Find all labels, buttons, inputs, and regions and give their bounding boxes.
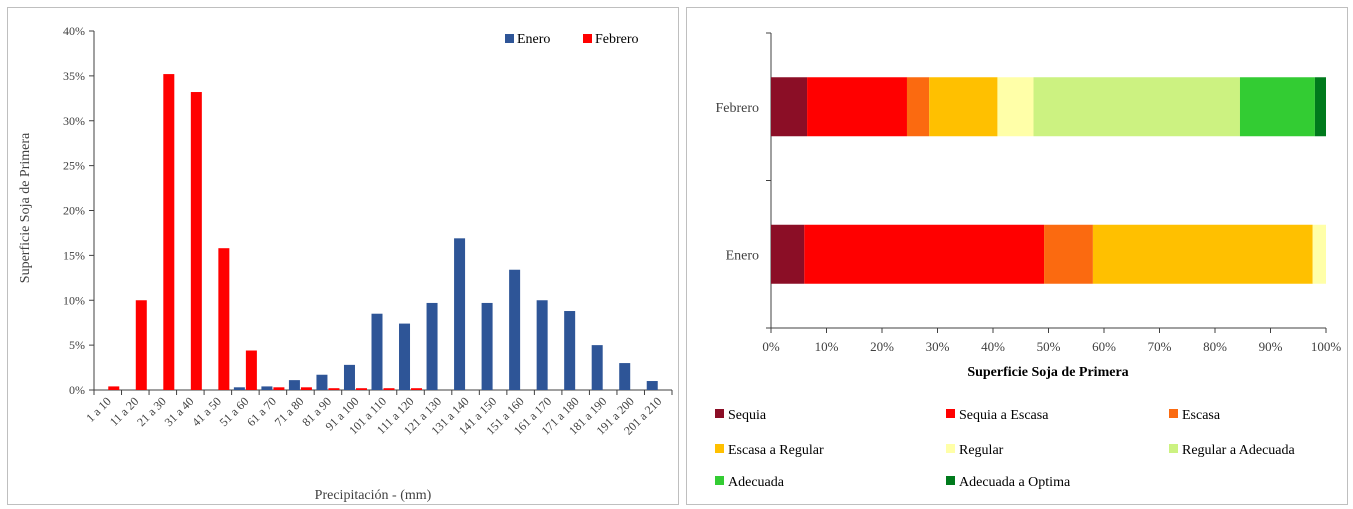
segment-regular <box>1312 224 1326 284</box>
bar-febrero <box>135 300 147 390</box>
bar-enero <box>426 302 438 390</box>
bar-enero <box>509 269 521 390</box>
y-tick-label: 40% <box>63 24 85 38</box>
segment-sequia-a-escasa <box>807 77 907 137</box>
legend-label-febrero: Febrero <box>595 32 639 47</box>
x-tick-label: 80% <box>1203 339 1227 354</box>
legend-swatch-adecuada <box>715 476 724 485</box>
bar-febrero <box>163 74 175 390</box>
bar-febrero <box>355 388 367 390</box>
legend-swatch-regular-a-adecuada <box>1169 444 1178 453</box>
bar-enero <box>591 345 603 390</box>
segment-sequia <box>771 224 805 284</box>
x-tick-label: 0% <box>762 339 780 354</box>
x-tick-label: 20% <box>870 339 894 354</box>
segment-regular-a-adecuada <box>1033 77 1240 137</box>
legend-label-sequia: Sequia <box>728 408 767 423</box>
bar-febrero <box>108 386 120 390</box>
bar-febrero <box>383 388 395 390</box>
legend-swatch-febrero <box>583 34 592 43</box>
x-tick-label: 31 a 40 <box>162 394 197 429</box>
x-axis-title: Precipitación - (mm) <box>315 488 432 503</box>
bar-enero <box>343 364 355 390</box>
y-tick-label: 25% <box>63 159 85 173</box>
y-tick-label: 10% <box>63 293 85 307</box>
legend-label-regular: Regular <box>959 443 1004 458</box>
bar-febrero <box>273 387 285 390</box>
legend-label-escasa-a-regular: Escasa a Regular <box>728 443 824 458</box>
bar-enero <box>564 311 576 390</box>
segment-escasa <box>1044 224 1093 284</box>
y-tick-label: 30% <box>63 114 85 128</box>
segment-sequia-a-escasa <box>804 224 1045 284</box>
legend-swatch-adecuada-a-optima <box>946 476 955 485</box>
x-tick-label: 21 a 30 <box>134 394 169 429</box>
x-tick-label: 100% <box>1311 339 1342 354</box>
segment-regular <box>997 77 1034 137</box>
bar-enero <box>619 363 631 390</box>
bar-febrero <box>411 388 423 390</box>
bar-enero <box>261 386 273 390</box>
x-axis-title: Superficie Soja de Primera <box>967 365 1128 380</box>
legend-label-adecuada-a-optima: Adecuada a Optima <box>959 475 1071 490</box>
stacked-bar-panel: 0% 10% 20% 30% 40% 50% 60% 70% 80% 90% 100% Febrero… <box>686 7 1348 505</box>
bar-enero <box>481 302 493 390</box>
legend-swatch-sequia <box>715 409 724 418</box>
y-tick-label: 35% <box>63 69 85 83</box>
legend-label-regular-a-adecuada: Regular a Adecuada <box>1182 443 1296 458</box>
bar-enero <box>454 238 466 390</box>
x-tick-label: 70% <box>1148 339 1172 354</box>
y-tick-label: 15% <box>63 248 85 262</box>
x-tick-label: 51 a 60 <box>217 394 252 429</box>
legend-swatch-sequia-a-escasa <box>946 409 955 418</box>
segment-adecuada-a-optima <box>1314 77 1326 137</box>
segment-adecuada <box>1239 77 1315 137</box>
y-axis-title: Superficie Soja de Primera <box>18 132 33 283</box>
bar-enero <box>233 387 245 390</box>
bar-enero <box>371 313 383 390</box>
y-tick-label: 20% <box>63 204 85 218</box>
bar-febrero <box>328 388 340 390</box>
x-tick-label: 30% <box>926 339 950 354</box>
stacked-bar-chart: 0% 10% 20% 30% 40% 50% 60% 70% 80% 90% 100% Febrero… <box>715 32 1342 490</box>
x-tick-label: 60% <box>1092 339 1116 354</box>
y-tick-label: 5% <box>69 338 85 352</box>
segment-escasa-a-regular <box>1092 224 1313 284</box>
precipitation-histogram-panel: 0% 5% 10% 15% 20% 25% 30% 35% 40% 1 a 10 11 a 20 21… <box>7 7 679 505</box>
bar-enero <box>316 374 328 390</box>
category-label: Enero <box>726 248 759 263</box>
x-tick-label: 40% <box>981 339 1005 354</box>
legend-swatch-regular <box>946 444 955 453</box>
x-tick-label: 71 a 80 <box>272 394 307 429</box>
legend-label-adecuada: Adecuada <box>728 475 785 490</box>
bar-febrero <box>245 350 257 390</box>
x-tick-label: 50% <box>1037 339 1061 354</box>
segment-escasa-a-regular <box>929 77 998 137</box>
x-tick-label: 61 a 70 <box>244 394 279 429</box>
bar-febrero <box>190 92 202 390</box>
x-tick-label: 10% <box>815 339 839 354</box>
legend-swatch-escasa-a-regular <box>715 444 724 453</box>
bar-enero <box>288 380 300 390</box>
x-tick-label: 41 a 50 <box>189 394 224 429</box>
x-tick-label: 90% <box>1259 339 1283 354</box>
bar-enero <box>536 300 548 390</box>
bar-enero <box>646 381 658 390</box>
segment-escasa <box>906 77 930 137</box>
legend-label-sequia-a-escasa: Sequia a Escasa <box>959 408 1049 423</box>
bar-febrero <box>300 387 312 390</box>
y-tick-label: 0% <box>69 383 85 397</box>
legend-label-enero: Enero <box>517 32 550 47</box>
x-tick-label: 11 a 20 <box>107 394 142 429</box>
category-label: Febrero <box>715 101 759 116</box>
segment-sequia <box>771 77 808 137</box>
legend-label-escasa: Escasa <box>1182 408 1221 423</box>
legend-swatch-escasa <box>1169 409 1178 418</box>
legend-swatch-enero <box>505 34 514 43</box>
bar-enero <box>399 323 411 390</box>
bar-febrero <box>218 248 230 390</box>
